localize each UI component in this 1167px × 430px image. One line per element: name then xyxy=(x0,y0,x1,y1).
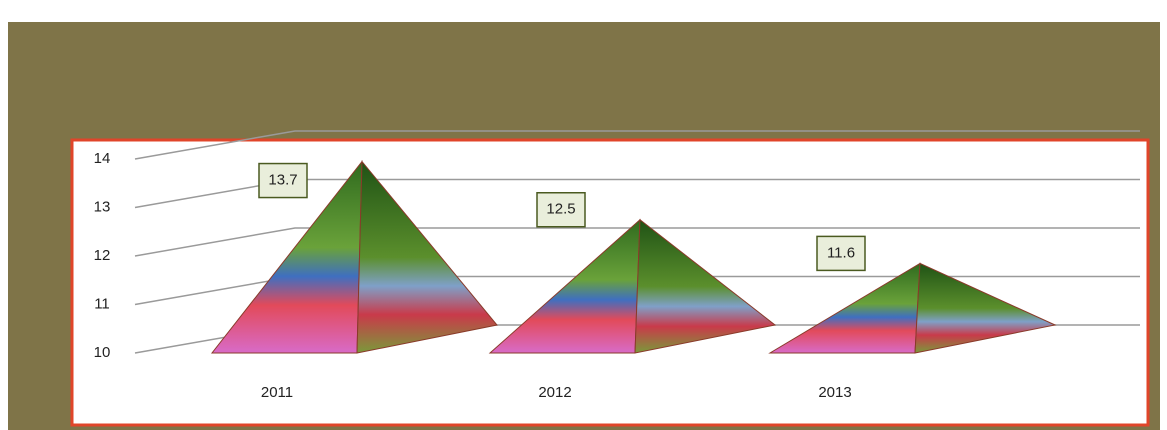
x-tick-label: 2012 xyxy=(538,384,571,401)
x-tick-label: 2011 xyxy=(261,384,293,401)
data-label: 12.5 xyxy=(546,201,575,218)
pyramid-face-right xyxy=(914,262,1057,354)
pyramid-face-right xyxy=(634,218,777,354)
data-label-box xyxy=(536,192,586,228)
pyramid-face-right xyxy=(356,160,498,354)
grid-line xyxy=(134,130,1140,160)
data-label-box xyxy=(816,235,866,272)
data-label-box xyxy=(258,162,308,199)
y-tick-label: 12 xyxy=(94,247,111,264)
data-label: 11.6 xyxy=(827,244,855,261)
y-tick-label: 14 xyxy=(94,150,111,167)
y-tick-label: 13 xyxy=(94,198,111,215)
grid-line xyxy=(134,227,1140,257)
x-tick-label: 2013 xyxy=(818,384,851,401)
data-label: 13.7 xyxy=(268,172,297,189)
y-tick-label: 10 xyxy=(94,344,111,361)
y-tick-label: 11 xyxy=(94,295,110,312)
